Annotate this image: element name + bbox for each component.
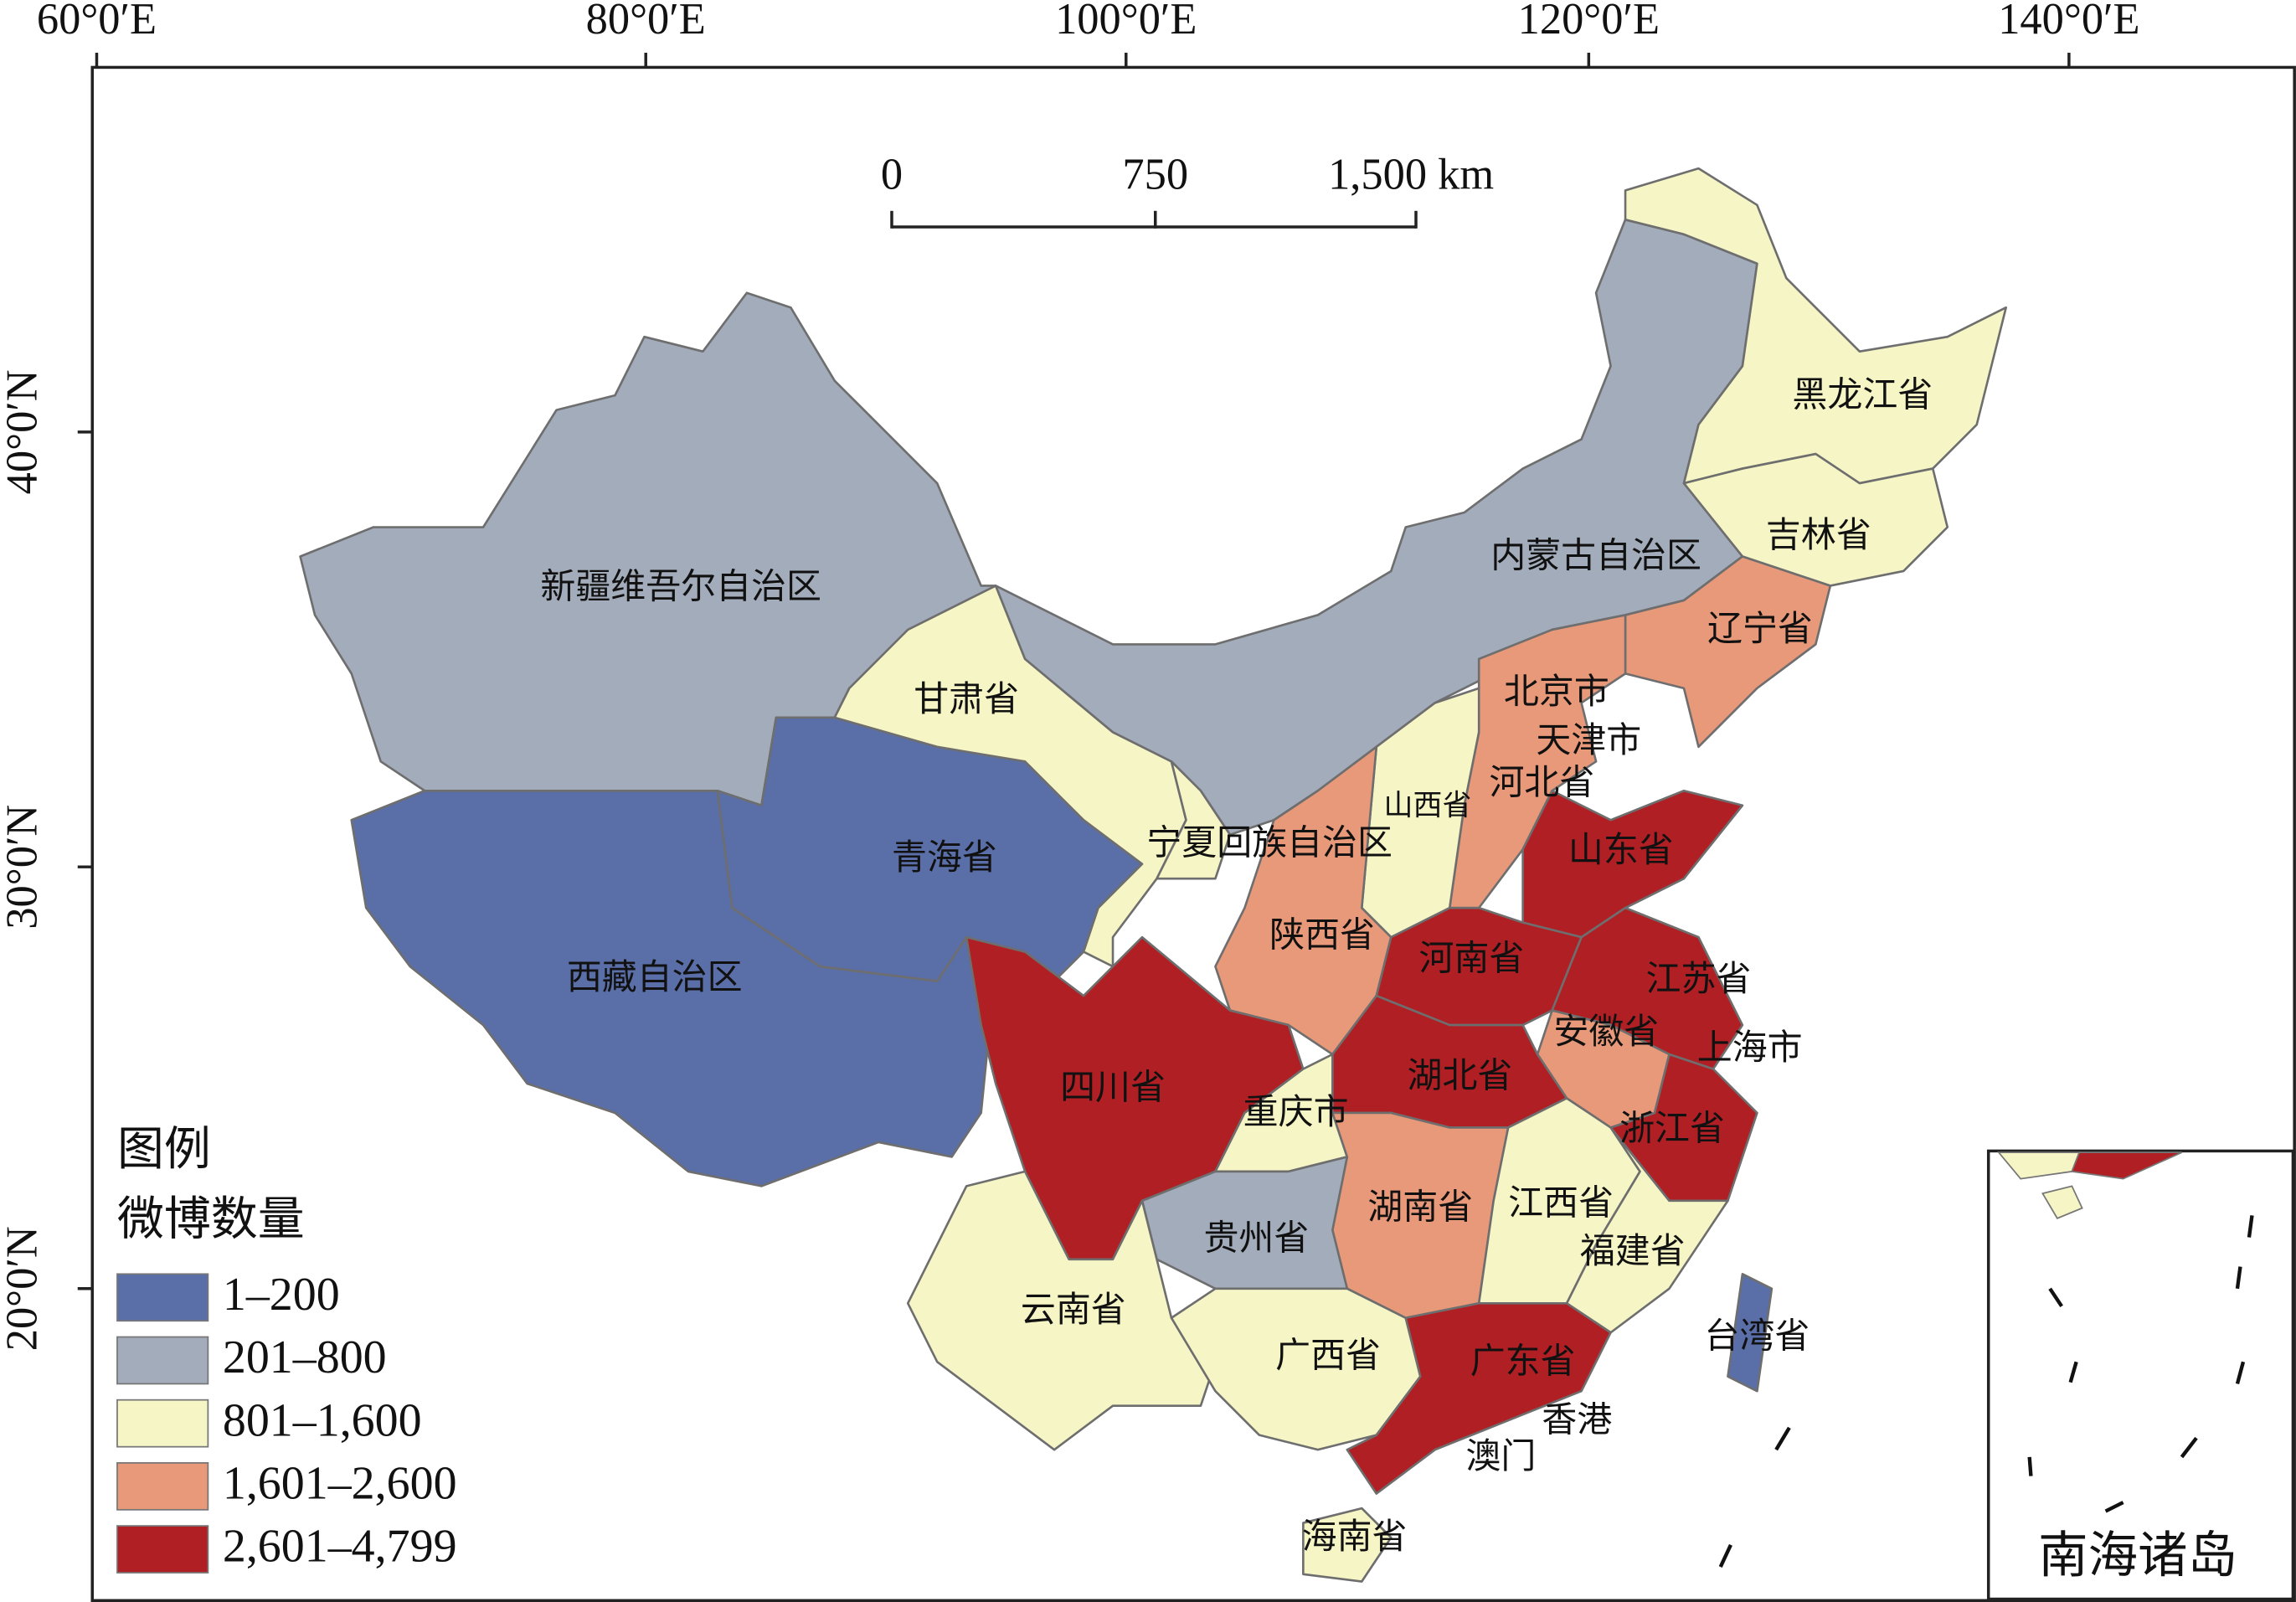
- latitude-label: 20°0′N: [0, 1226, 47, 1351]
- legend-swatch: [116, 1273, 209, 1322]
- region-label: 海南省: [1302, 1518, 1408, 1557]
- region-label: 澳门: [1465, 1438, 1536, 1476]
- region-label: 辽宁省: [1707, 610, 1813, 649]
- region: [1140, 1156, 1349, 1290]
- inset: [1718, 1149, 2295, 1601]
- legend-swatch: [116, 1462, 209, 1511]
- graticule-labels: 60°0′E 80°0′E 100°0′E 120°0′E 140°0′E 40°0′N 3…: [0, 0, 2140, 1351]
- longitude-label: 60°0′E: [37, 0, 157, 44]
- region: [1727, 1272, 1773, 1393]
- legend-swatch: [116, 1336, 209, 1385]
- region-label: 台湾省: [1705, 1317, 1810, 1357]
- region-label: 新疆维吾尔自治区: [540, 568, 821, 606]
- scale-label: 1,500 km: [1328, 150, 1494, 198]
- region-label: 江西省: [1508, 1184, 1614, 1223]
- region-label: 青海省: [892, 839, 997, 878]
- region-label: 西藏自治区: [567, 959, 743, 997]
- legend-label: 1–200: [223, 1269, 340, 1321]
- legend-title: 图例: [117, 1124, 211, 1176]
- region-label: 云南省: [1021, 1291, 1126, 1330]
- latitude-label: 40°0′N: [0, 369, 47, 494]
- longitude-label: 120°0′E: [1518, 0, 1660, 44]
- region-label: 四川省: [1060, 1069, 1166, 1107]
- region-label: 重庆市: [1243, 1093, 1349, 1132]
- longitude-label: 100°0′E: [1055, 0, 1197, 44]
- region-label: 江苏省: [1646, 961, 1752, 999]
- region-label: 宁夏回族自治区: [1146, 824, 1393, 863]
- region-label: 广西省: [1275, 1337, 1381, 1375]
- region: [1346, 1301, 1612, 1495]
- region: [1302, 1507, 1393, 1583]
- inset-boundary-dashes: [1718, 1215, 2254, 1568]
- region-label: 甘肃省: [914, 681, 1019, 719]
- region-label: 天津市: [1536, 721, 1641, 760]
- longitude-label: 140°0′E: [1998, 0, 2139, 44]
- region-label: 山东省: [1568, 831, 1674, 870]
- region-label: 湖北省: [1408, 1057, 1513, 1095]
- regions: [299, 167, 2008, 1583]
- region-label: 安徽省: [1553, 1013, 1659, 1052]
- latitude-label: 30°0′N: [0, 805, 47, 930]
- region-label: 河北省: [1489, 765, 1594, 803]
- legend-label: 801–1,600: [223, 1394, 422, 1446]
- region-label: 黑龙江省: [1792, 376, 1933, 415]
- region-label: 贵州省: [1203, 1219, 1309, 1258]
- scale-label: 0: [881, 150, 903, 198]
- region-label: 陕西省: [1269, 916, 1375, 955]
- region-label: 上海市: [1697, 1028, 1803, 1068]
- region-label: 北京市: [1504, 672, 1609, 712]
- inset-label: 南海诸岛: [2038, 1528, 2237, 1584]
- legend-label: 1,601–2,600: [223, 1457, 457, 1509]
- longitude-label: 80°0′E: [586, 0, 706, 44]
- inset-land: [2071, 1151, 2182, 1180]
- scale-label: 750: [1122, 150, 1188, 198]
- region-label: 广东省: [1470, 1342, 1576, 1381]
- inset-island: [2041, 1185, 2083, 1219]
- legend-label: 2,601–4,799: [223, 1521, 457, 1573]
- scale-bar: 0 750 1,500 km: [881, 150, 1494, 229]
- region-label: 山西省: [1384, 789, 1472, 822]
- region-label: 内蒙古自治区: [1490, 538, 1701, 576]
- legend-swatch: [116, 1399, 209, 1448]
- region-label: 湖南省: [1367, 1189, 1473, 1228]
- legend-swatch: [116, 1525, 209, 1574]
- region-label: 吉林省: [1766, 517, 1871, 555]
- inset-frame: [1986, 1149, 2295, 1601]
- region: [1156, 760, 1232, 880]
- legend-subtitle: 微博数量: [117, 1194, 305, 1246]
- region-label: 福建省: [1580, 1233, 1686, 1271]
- region-label: 河南省: [1419, 940, 1525, 978]
- region-label: 浙江省: [1619, 1110, 1725, 1148]
- legend-label: 201–800: [223, 1332, 387, 1383]
- region-label: 香港: [1542, 1401, 1612, 1440]
